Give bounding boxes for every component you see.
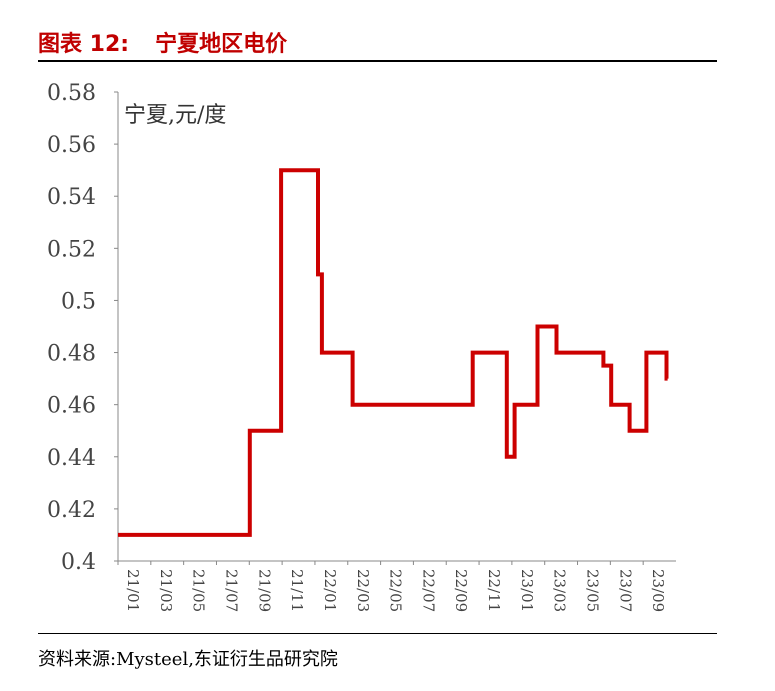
- x-tick-label: 21/03: [157, 569, 175, 612]
- x-tick-label: 22/05: [387, 569, 405, 612]
- x-tick-label: 22/09: [452, 569, 470, 612]
- figure-label: 图表 12:: [38, 32, 130, 57]
- y-axis-ticks: 0.4 0.42 0.44 0.46 0.48 0.5 0.52 0.54 0.56 0.58: [47, 81, 118, 575]
- x-tick-label: 21/11: [288, 569, 306, 612]
- x-tick-label: 23/07: [616, 569, 634, 612]
- x-tick-label: 21/01: [124, 569, 142, 612]
- figure-name: 宁夏地区电价: [155, 32, 288, 57]
- top-rule: [38, 60, 717, 62]
- y-tick-label: 0.44: [47, 446, 96, 471]
- x-tick-label: 23/05: [584, 569, 602, 612]
- y-tick-label: 0.52: [47, 237, 96, 262]
- x-tick-label: 22/03: [354, 569, 372, 612]
- y-tick-label: 0.4: [61, 550, 96, 575]
- x-tick-label: 23/09: [649, 569, 667, 612]
- x-tick-label: 21/05: [190, 569, 208, 612]
- figure-title: 图表 12: 宁夏地区电价: [38, 26, 287, 58]
- y-tick-label: 0.58: [47, 81, 96, 106]
- x-tick-label: 22/07: [419, 569, 437, 612]
- x-tick-label: 21/07: [222, 569, 240, 612]
- y-tick-label: 0.54: [47, 185, 96, 210]
- y-tick-label: 0.48: [47, 342, 96, 367]
- x-axis-ticks: 21/01 21/03 21/05 21/07 21/09 21/11 22/01 22/03…: [117, 561, 667, 612]
- series-line: [118, 168, 669, 537]
- x-tick-label: 22/11: [485, 569, 503, 612]
- y-tick-label: 0.5: [61, 289, 96, 314]
- y-tick-label: 0.56: [47, 133, 96, 158]
- source-note: 资料来源:Mysteel,东证衍生品研究院: [38, 649, 338, 670]
- bottom-rule: [38, 633, 717, 634]
- axes: [117, 92, 676, 562]
- y-axis-label: 宁夏,元/度: [124, 103, 226, 128]
- x-tick-label: 23/03: [551, 569, 569, 612]
- x-tick-label: 21/09: [255, 569, 273, 612]
- x-tick-label: 22/01: [321, 569, 339, 612]
- y-tick-label: 0.46: [47, 394, 96, 419]
- x-tick-label: 23/01: [518, 569, 536, 612]
- y-tick-label: 0.42: [47, 498, 96, 523]
